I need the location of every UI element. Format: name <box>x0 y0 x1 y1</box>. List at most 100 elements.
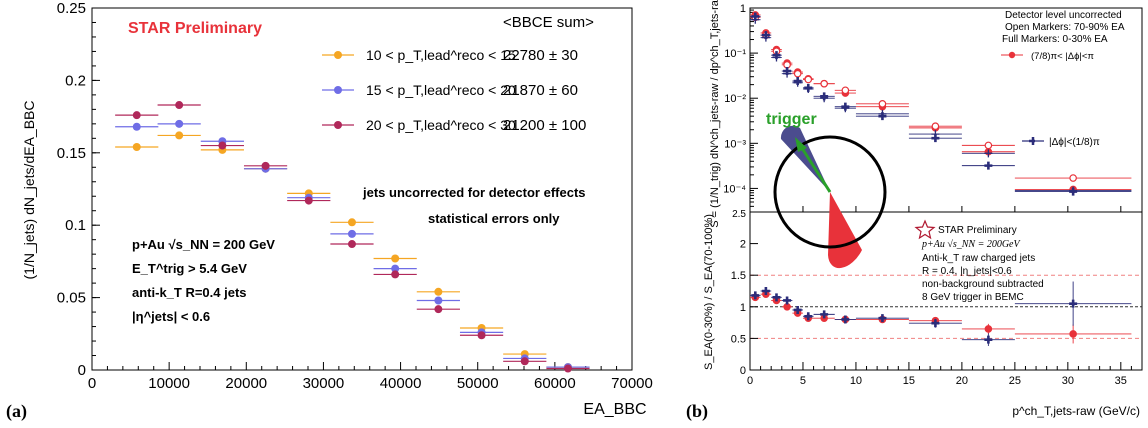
data-point <box>820 79 828 88</box>
data-point <box>751 15 760 24</box>
y-tick-label: 0.05 <box>57 290 86 307</box>
data-point <box>841 104 850 113</box>
data-point <box>261 161 270 170</box>
data-point <box>783 296 792 305</box>
x-tick-label: 15 <box>903 375 915 387</box>
data-point <box>391 270 400 279</box>
data-point <box>783 69 792 78</box>
info-jets: anti-k_T R=0.4 jets <box>132 285 247 300</box>
x-tick-label: 30000 <box>303 375 345 392</box>
legend-red-label: (7/8)π< |Δϕ|<π <box>1031 51 1094 62</box>
data-point <box>793 305 802 314</box>
panel-a: 0 10000 20000 30000 40000 50000 60000 70000 0 0.0… <box>6 0 653 422</box>
bottom-y-tick-label: 0 <box>740 365 746 377</box>
azimuth-circle <box>773 135 887 249</box>
x-tick-label: 70000 <box>611 375 653 392</box>
trigger-diagram: trigger <box>766 111 887 269</box>
data-point <box>783 302 791 311</box>
bottom-collision: p+Au √s_NN = 200GeV <box>921 239 1021 250</box>
y-tick-label: 0.2 <box>65 72 86 89</box>
panel-a-label: (a) <box>6 401 27 422</box>
bottom-y-tick-label: 1.5 <box>731 270 746 282</box>
data-point <box>347 229 356 238</box>
panel-b-top-ylabel: S = (1/N_trig) dN^ch_jets-raw / dp^ch_T,… <box>709 0 721 228</box>
data-point <box>218 141 227 150</box>
bottom-y-tick-label: 2 <box>740 239 746 251</box>
data-point <box>132 111 141 120</box>
data-point <box>1069 299 1078 308</box>
top-y-tick-label: 10⁻² <box>724 93 746 105</box>
data-point <box>1069 186 1078 195</box>
legend-label: 15 < p_T,lead^reco < 20 <box>366 82 516 98</box>
legend-blue-entry: |Δϕ|<(1/8)π <box>1022 137 1100 148</box>
data-point <box>841 315 850 324</box>
bottom-trig: 8 GeV trigger in BEMC <box>922 292 1024 303</box>
data-point <box>175 119 184 128</box>
data-point <box>761 33 770 42</box>
panel-b-bottom-ylabel: S_EA(0-30%) / S_EA(70-100%) <box>703 214 715 370</box>
data-point <box>931 130 940 139</box>
bottom-y-tick-label: 0.5 <box>731 333 746 345</box>
bottom-info: STAR Preliminary p+Au √s_NN = 200GeV Ant… <box>914 219 1044 303</box>
data-point <box>878 314 887 323</box>
legend-label: 20 < p_T,lead^reco < 30 <box>366 117 516 133</box>
x-tick-label: 30 <box>1062 375 1074 387</box>
star-preliminary-label: STAR Preliminary <box>128 20 262 37</box>
top-note-1: Detector level uncorrected <box>1005 10 1122 21</box>
y-tick-label: 0.15 <box>57 145 86 162</box>
legend-blue-label: |Δϕ|<(1/8)π <box>1049 137 1100 148</box>
panel-a-xlabel: EA_BBC <box>583 401 646 418</box>
bottom-y-tick-label: 1 <box>740 302 746 314</box>
data-point <box>347 240 356 249</box>
data-point <box>984 141 993 150</box>
data-point <box>984 161 993 170</box>
top-y-tick-label: 10⁻¹ <box>724 48 746 60</box>
top-y-tick-label: 10⁻⁴ <box>723 183 746 195</box>
data-point <box>175 101 184 110</box>
info-eta: |η^jets| < 0.6 <box>132 309 210 324</box>
x-tick-label: 0 <box>88 375 96 392</box>
x-tick-label: 20 <box>956 375 968 387</box>
info-trigger: E_T^trig > 5.4 GeV <box>132 261 247 276</box>
x-tick-label: 50000 <box>457 375 499 392</box>
bottom-y-top-tick-label: 2.5 <box>732 209 746 220</box>
data-point <box>841 86 850 95</box>
data-point <box>804 312 813 321</box>
data-point <box>175 131 184 140</box>
y-tick-label: 0.25 <box>57 0 86 17</box>
bottom-star-label: STAR Preliminary <box>938 225 1017 236</box>
info-collision: p+Au √s_NN = 200 GeV <box>132 237 275 252</box>
x-tick-label: 0 <box>747 375 753 387</box>
panel-b-bottom-frame <box>749 211 1143 371</box>
panel-b-label: (b) <box>686 401 708 422</box>
top-y-tick-label: 1 <box>740 3 746 15</box>
panel-b-xlabel: p^ch_T,jets-raw (GeV/c) <box>1012 404 1140 418</box>
legend-marker <box>334 121 342 129</box>
data-point <box>434 305 443 314</box>
data-point <box>931 319 940 328</box>
data-point <box>878 100 887 108</box>
x-tick-label: 10 <box>850 375 862 387</box>
x-tick-label: 25 <box>1009 375 1021 387</box>
legend-marker <box>334 51 342 59</box>
legend-header: <BBCE sum> <box>503 14 594 31</box>
data-point <box>132 143 141 152</box>
trigger-arrow <box>798 144 832 193</box>
data-point <box>434 296 443 305</box>
legend-red-entry: (7/8)π< |Δϕ|<π <box>1001 51 1094 62</box>
data-point <box>772 53 781 62</box>
data-point <box>391 254 400 263</box>
data-point <box>434 287 443 296</box>
legend-bbce: 21870 ± 60 <box>503 82 578 99</box>
legend-label: 10 < p_T,lead^reco < 15 <box>366 47 516 63</box>
legend-bbce: 21200 ± 100 <box>503 117 586 134</box>
x-tick-label: 40000 <box>380 375 422 392</box>
data-point <box>804 85 813 94</box>
data-point <box>772 293 781 302</box>
note-detector: jets uncorrected for detector effects <box>362 185 586 200</box>
y-tick-label: 0.1 <box>65 217 86 234</box>
trigger-label: trigger <box>766 111 817 128</box>
